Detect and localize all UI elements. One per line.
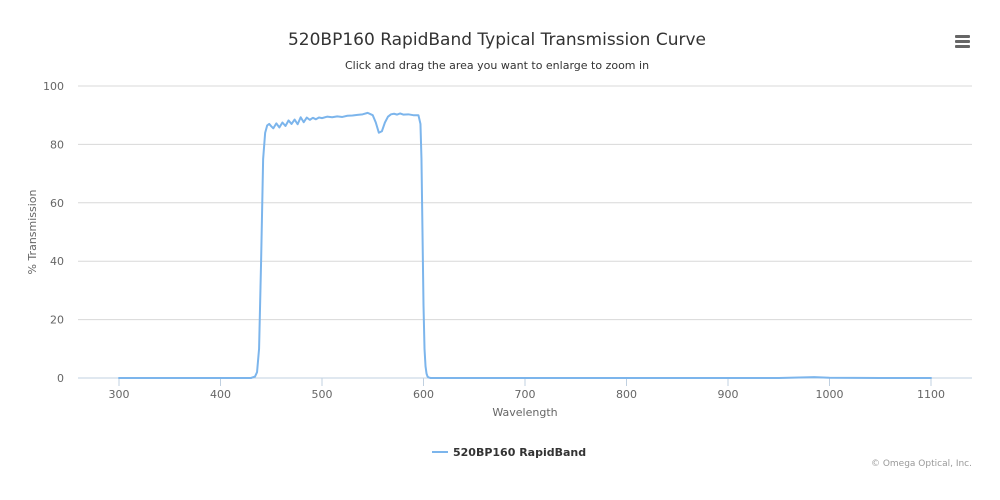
x-tick-label-1100: 1100 bbox=[917, 388, 945, 401]
y-tick-label-100: 100 bbox=[43, 80, 64, 93]
x-tick-label-300: 300 bbox=[109, 388, 130, 401]
x-axis: 300 400 500 600 700 800 900 1000 1100 bbox=[78, 377, 972, 401]
y-tick-label-80: 80 bbox=[50, 138, 64, 151]
x-tick-label-400: 400 bbox=[210, 388, 231, 401]
y-tick-label-60: 60 bbox=[50, 197, 64, 210]
legend[interactable]: 520BP160 RapidBand bbox=[432, 446, 586, 459]
series-group[interactable] bbox=[118, 111, 932, 379]
chart-title: 520BP160 RapidBand Typical Transmission … bbox=[288, 30, 706, 50]
menu-icon-bar-bottom bbox=[955, 45, 970, 48]
y-axis-title: % Transmission bbox=[26, 189, 39, 274]
y-tick-label-0: 0 bbox=[57, 372, 64, 385]
menu-icon-bar-middle bbox=[955, 40, 970, 43]
x-tick-label-500: 500 bbox=[312, 388, 333, 401]
context-menu-button[interactable] bbox=[948, 28, 976, 54]
legend-item-label[interactable]: 520BP160 RapidBand bbox=[453, 446, 586, 459]
credits-text[interactable]: © Omega Optical, Inc. bbox=[870, 459, 972, 469]
y-tick-label-40: 40 bbox=[50, 255, 64, 268]
series-line-0[interactable] bbox=[118, 111, 932, 379]
grid-lines bbox=[78, 85, 972, 321]
y-tick-label-20: 20 bbox=[50, 314, 64, 327]
x-tick-label-800: 800 bbox=[616, 388, 637, 401]
y-axis-labels: 0 20 40 60 80 100 bbox=[43, 80, 64, 385]
x-tick-label-900: 900 bbox=[718, 388, 739, 401]
x-tick-label-700: 700 bbox=[515, 388, 536, 401]
menu-icon-bar-top bbox=[955, 35, 970, 38]
x-tick-label-600: 600 bbox=[413, 388, 434, 401]
chart-subtitle: Click and drag the area you want to enla… bbox=[345, 59, 649, 72]
x-axis-title: Wavelength bbox=[492, 406, 557, 419]
x-tick-label-1000: 1000 bbox=[816, 388, 844, 401]
